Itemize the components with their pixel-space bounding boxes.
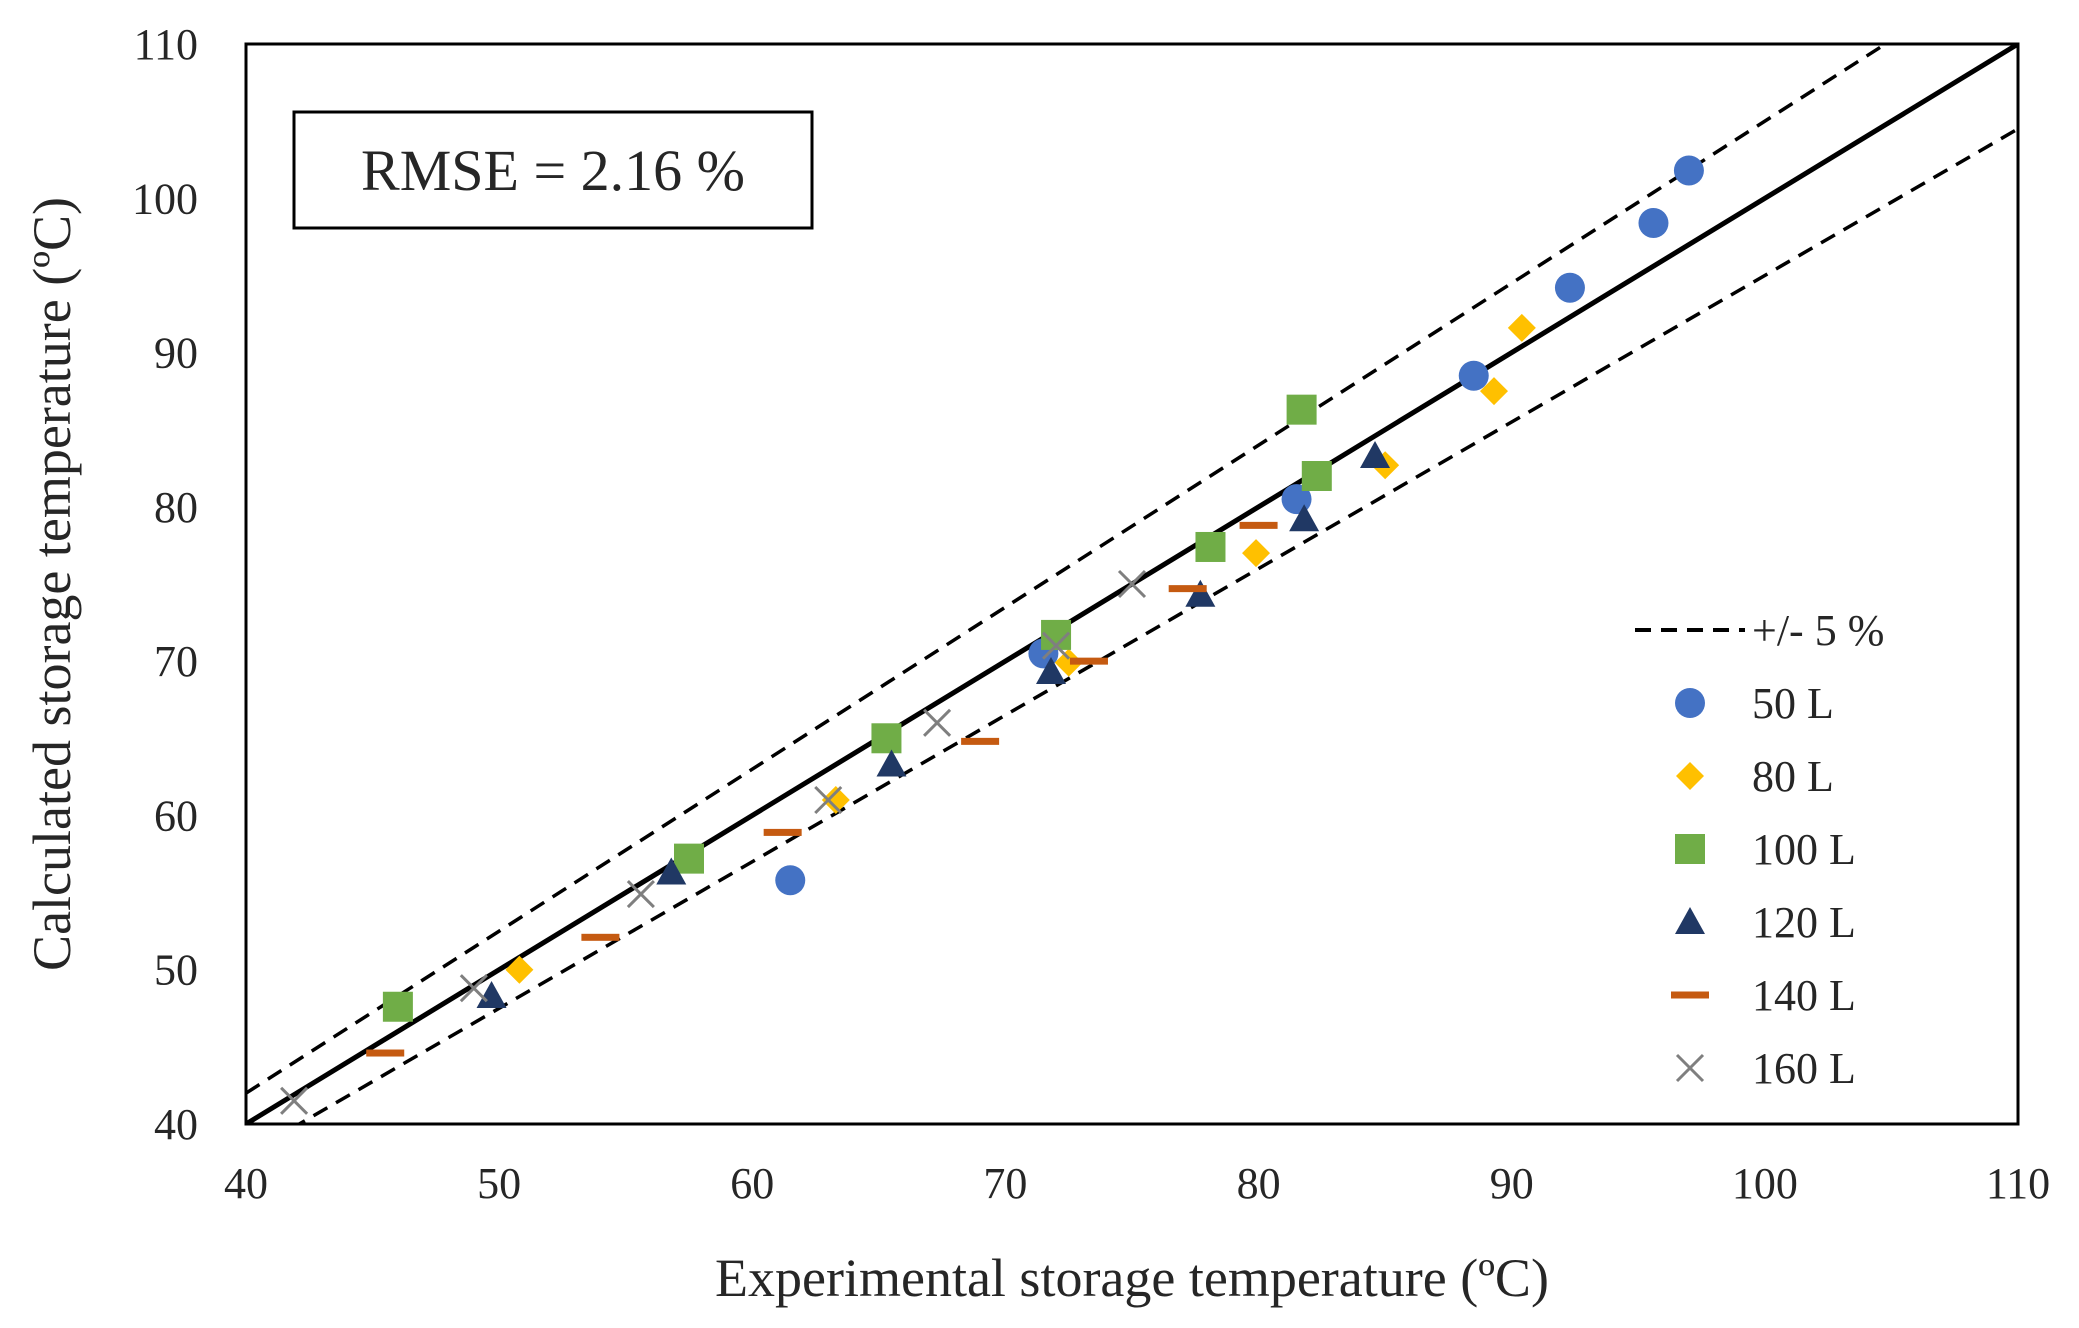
point-160-l-6 [1117,569,1147,599]
legend-symbol-140-l [1671,991,1709,999]
point-140-l-1 [581,933,620,941]
point-120-l-5 [1289,504,1320,532]
x-axis-title: Experimental storage temperature (ºC) [715,1248,1549,1308]
point-140-l-2 [763,828,802,836]
legend-label-100-l: 100 L [1752,825,1856,874]
point-50-l-3 [1458,360,1489,391]
point-160-l-1 [459,974,488,1003]
x-tick-labels: 40 50 60 70 80 90 100 110 [224,1159,2050,1208]
legend-item-5: +/- 5 % [1635,606,1884,655]
legend-symbol-160-l [1675,1053,1705,1083]
point-80-l-1 [821,786,850,814]
y-tick-90: 90 [154,329,198,378]
point-100-l-6 [1301,461,1332,491]
rmse-annotation-text: RMSE = 2.16 % [361,138,745,203]
point-50-l-5 [1638,207,1669,238]
x-tick-110: 110 [1986,1159,2050,1208]
point-80-l-6 [1507,313,1536,342]
y-tick-70: 70 [154,637,198,686]
y-tick-100: 100 [132,174,198,223]
rmse-annotation: RMSE = 2.16 % [292,110,814,230]
legend-label-5: +/- 5 % [1752,606,1884,655]
point-120-l-1 [656,857,687,885]
point-120-l-0 [476,980,507,1008]
point-80-l-2 [1054,648,1083,677]
x-tick-90: 90 [1490,1159,1534,1208]
reference-line-1 [246,44,1889,1095]
y-tick-40: 40 [154,1100,198,1149]
point-120-l-6 [1360,440,1391,468]
y-tick-110: 110 [134,20,198,69]
point-100-l-0 [382,991,413,1022]
point-140-l-0 [366,1049,405,1057]
legend-item-120-l: 120 L [1675,898,1856,947]
x-tick-80: 80 [1237,1159,1281,1208]
x-tick-70: 70 [983,1159,1027,1208]
point-140-l-5 [1168,585,1207,593]
legend-item-100-l: 100 L [1675,825,1856,874]
legend-label-80-l: 80 L [1752,752,1834,801]
x-tick-60: 60 [730,1159,774,1208]
point-120-l-2 [876,749,907,777]
point-140-l-4 [1069,657,1108,665]
legend-item-80-l: 80 L [1676,752,1834,801]
point-50-l-4 [1554,272,1585,303]
point-80-l-5 [1479,377,1508,406]
point-50-l-6 [1673,155,1704,186]
data-markers [280,155,1704,1115]
legend-item-50-l: 50 L [1675,679,1834,728]
legend-symbol-50-l [1675,688,1705,718]
reference-line-2 [295,127,2018,1124]
y-tick-60: 60 [154,791,198,840]
point-100-l-4 [1195,531,1226,562]
legend-label-160-l: 160 L [1752,1044,1856,1093]
point-140-l-6 [1239,521,1278,529]
legend-item-140-l: 140 L [1671,971,1856,1020]
y-tick-labels: 40 50 60 70 80 90 100 110 [132,20,198,1149]
x-tick-50: 50 [477,1159,521,1208]
rmse-annotation-box [292,110,814,230]
x-tick-40: 40 [224,1159,268,1208]
point-80-l-0 [505,955,534,984]
point-50-l-0 [775,865,806,896]
y-tick-80: 80 [154,483,198,532]
point-160-l-2 [626,880,655,909]
legend-symbol-80-l [1676,762,1704,790]
legend-item-160-l: 160 L [1675,1044,1856,1093]
point-160-l-5 [1041,631,1071,660]
point-120-l-4 [1185,579,1216,607]
y-axis-title: Calculated storage temperature (ºC) [22,197,82,971]
point-100-l-1 [674,843,704,874]
legend-label-120-l: 120 L [1752,898,1856,947]
point-160-l-0 [280,1086,309,1115]
point-140-l-3 [961,737,1000,745]
x-tick-100: 100 [1732,1159,1798,1208]
point-120-l-3 [1035,656,1066,684]
point-160-l-4 [923,708,952,737]
point-100-l-2 [871,723,902,754]
legend-label-140-l: 140 L [1752,971,1856,1020]
legend-symbol-100-l [1675,834,1705,864]
legend: +/- 5 % 50 L 80 L 100 L 120 L 140 L 160 L [1635,606,1884,1093]
y-tick-50: 50 [154,946,198,995]
point-160-l-3 [814,785,843,815]
legend-symbol-120-l [1675,907,1705,934]
legend-label-50-l: 50 L [1752,679,1834,728]
point-80-l-3 [1242,539,1271,568]
point-100-l-5 [1286,394,1317,425]
